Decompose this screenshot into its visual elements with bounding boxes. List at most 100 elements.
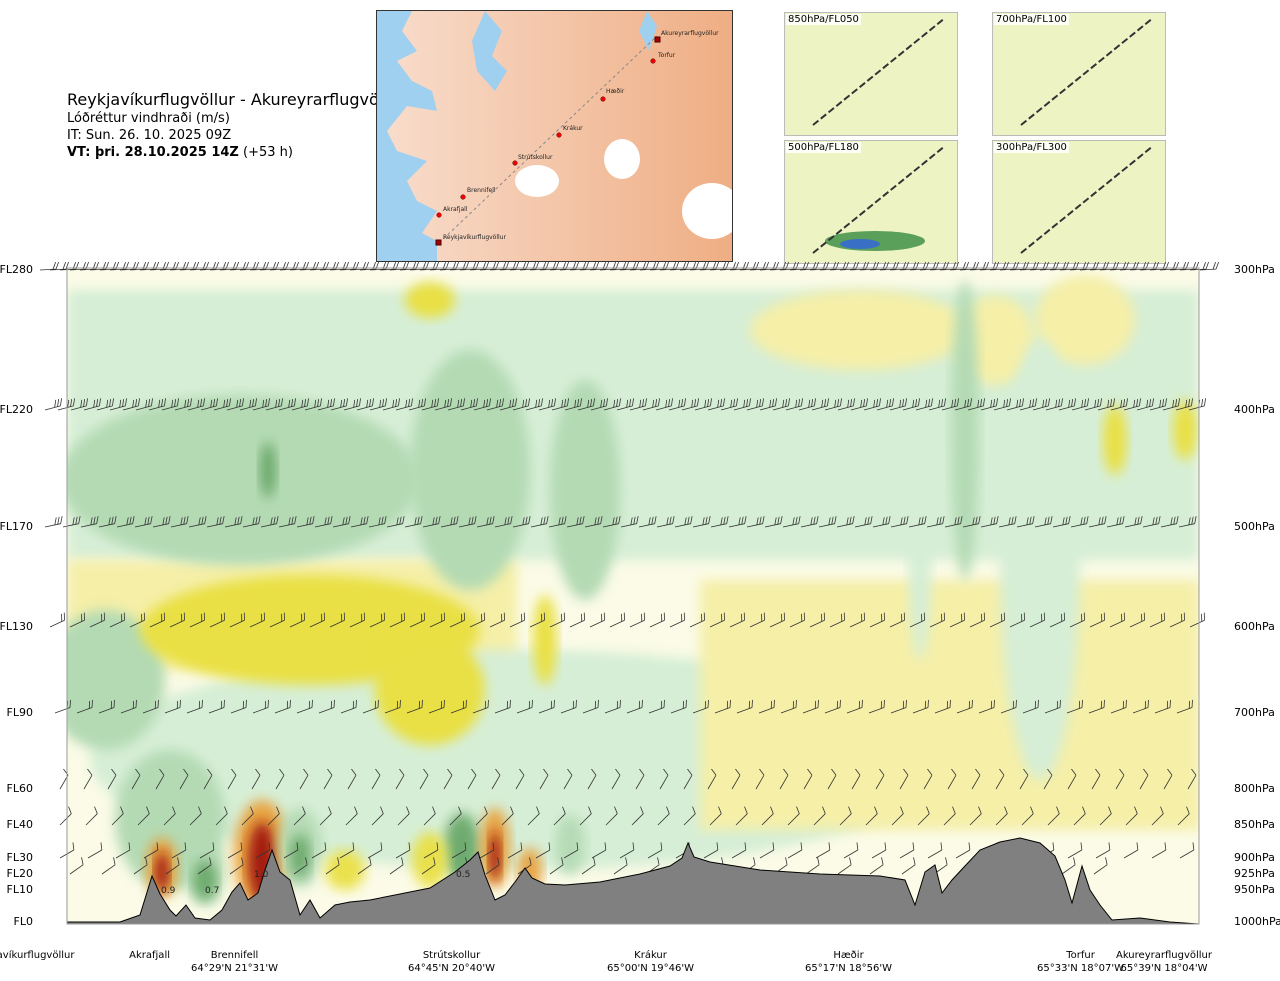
wind-barb bbox=[1088, 699, 1105, 714]
wind-barb bbox=[978, 699, 995, 714]
wind-barb bbox=[1073, 806, 1086, 826]
wind-barb bbox=[1187, 768, 1197, 790]
field-blob bbox=[1035, 275, 1135, 365]
wind-barb bbox=[846, 699, 863, 714]
wind-barb bbox=[709, 806, 722, 826]
wind-barb bbox=[535, 842, 551, 859]
wind-barb bbox=[1178, 516, 1197, 528]
station-name: Torfur bbox=[1066, 950, 1095, 961]
wind-barb bbox=[450, 699, 467, 714]
wind-barb bbox=[499, 398, 517, 411]
wind-barb bbox=[647, 842, 663, 859]
wind-barb bbox=[584, 516, 603, 528]
wind-barb bbox=[382, 398, 400, 411]
field-blob bbox=[325, 850, 365, 890]
wind-barb bbox=[899, 768, 909, 790]
wind-barb bbox=[111, 806, 124, 826]
wind-barb bbox=[512, 516, 531, 528]
wind-barb bbox=[577, 398, 595, 411]
wind-barb bbox=[746, 398, 764, 411]
wind-barb bbox=[1189, 261, 1209, 271]
wind-barb bbox=[1044, 699, 1061, 714]
wind-barb bbox=[731, 768, 741, 790]
wind-barb bbox=[289, 612, 305, 628]
wind-barb bbox=[199, 842, 215, 859]
wind-barb bbox=[709, 612, 725, 628]
station-coord: 65°00'N 19°46'W bbox=[607, 963, 694, 974]
wind-barb bbox=[579, 806, 592, 826]
wind-barb bbox=[397, 806, 410, 826]
wind-barb bbox=[473, 398, 491, 411]
wind-barb bbox=[451, 842, 467, 859]
map-station-label: Krákur bbox=[563, 125, 583, 132]
wind-barb bbox=[915, 398, 933, 411]
wind-barb bbox=[815, 842, 831, 859]
wind-barb bbox=[304, 398, 322, 411]
wind-barb bbox=[1045, 398, 1063, 411]
wind-barb bbox=[602, 516, 621, 528]
wind-barb bbox=[208, 699, 225, 714]
level-map-850-svg bbox=[785, 13, 957, 135]
wind-barb bbox=[507, 842, 523, 859]
wind-barb bbox=[530, 516, 549, 528]
wind-barb bbox=[731, 842, 747, 859]
wind-barb bbox=[1169, 612, 1185, 628]
wind-barb bbox=[467, 768, 477, 790]
wind-barb bbox=[469, 612, 485, 628]
wind-barb bbox=[275, 768, 285, 790]
wind-barb bbox=[681, 398, 699, 411]
wind-barb bbox=[613, 857, 628, 875]
pressure-tick-label: 600hPa bbox=[1234, 620, 1275, 633]
wind-barb bbox=[694, 398, 712, 411]
wind-barb bbox=[1175, 398, 1193, 411]
level-map-300-svg bbox=[993, 141, 1165, 263]
wind-barb bbox=[611, 768, 621, 790]
wind-barb bbox=[989, 612, 1005, 628]
wind-barb bbox=[325, 857, 340, 875]
wind-barb bbox=[265, 398, 283, 411]
wind-barb bbox=[809, 612, 825, 628]
wind-barb bbox=[527, 806, 540, 826]
field-blob bbox=[67, 395, 420, 565]
wind-barb bbox=[683, 768, 693, 790]
wind-barb bbox=[604, 699, 621, 714]
wind-barb bbox=[836, 516, 855, 528]
wind-barb bbox=[969, 806, 982, 826]
wind-barb bbox=[631, 806, 644, 826]
route-title: Reykjavíkurflugvöllur - Akureyrarflugvöl… bbox=[67, 90, 405, 109]
wind-barb bbox=[314, 516, 333, 528]
wind-barb bbox=[164, 699, 181, 714]
wind-barb bbox=[501, 806, 514, 826]
wind-barb bbox=[186, 699, 203, 714]
wind-barb bbox=[901, 857, 916, 875]
wind-barb bbox=[655, 398, 673, 411]
wind-barb bbox=[811, 398, 829, 411]
field-blob bbox=[1000, 340, 1080, 780]
wind-barb bbox=[837, 398, 855, 411]
station-label: Hæðir 65°17'N 18°56'W bbox=[805, 950, 936, 974]
level-map-label: 300hPa/FL300 bbox=[994, 142, 1069, 153]
wind-barb bbox=[350, 516, 369, 528]
wind-barb bbox=[1149, 398, 1167, 411]
wind-barb bbox=[689, 612, 705, 628]
wind-barb bbox=[869, 612, 885, 628]
wind-barb bbox=[255, 842, 271, 859]
map-station-label: Brennifell bbox=[467, 187, 496, 194]
pressure-tick-label: 300hPa bbox=[1234, 263, 1275, 276]
field-blob bbox=[750, 290, 970, 370]
wind-barb bbox=[969, 612, 985, 628]
wind-barb bbox=[1000, 699, 1017, 714]
wind-barb bbox=[798, 398, 816, 411]
wind-barb bbox=[142, 699, 159, 714]
wind-barb bbox=[345, 806, 358, 826]
level-map-700: 700hPa/FL100 bbox=[992, 12, 1166, 136]
wind-barb bbox=[889, 612, 905, 628]
wind-barb bbox=[229, 612, 245, 628]
fl-tick-label: FL20 bbox=[6, 867, 33, 880]
wind-barb bbox=[605, 806, 618, 826]
wind-barb bbox=[668, 398, 686, 411]
wind-barb bbox=[635, 768, 645, 790]
level-map-500-svg bbox=[785, 141, 957, 263]
wind-barb bbox=[525, 398, 543, 411]
wind-barb bbox=[1132, 699, 1149, 714]
